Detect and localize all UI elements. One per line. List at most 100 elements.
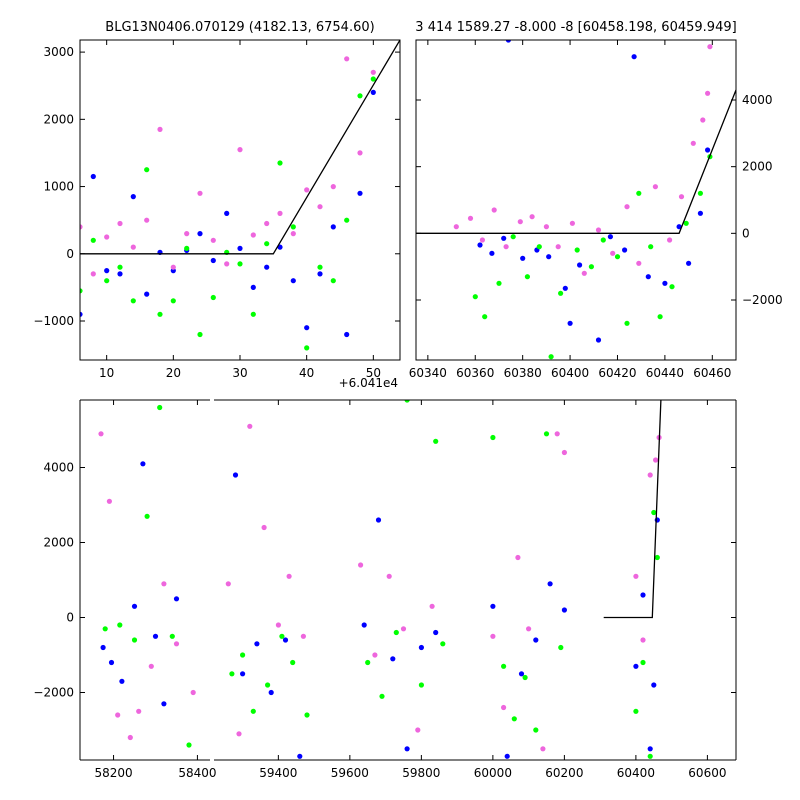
data-point	[250, 311, 256, 317]
data-point	[90, 271, 96, 277]
data-point	[317, 271, 323, 277]
panel-top-right-axes-frame	[415, 39, 737, 361]
data-point	[640, 592, 646, 598]
data-point	[647, 746, 653, 752]
data-point	[210, 294, 216, 301]
data-point	[119, 678, 125, 684]
data-point	[370, 76, 376, 82]
x-tick-label: 60440	[646, 366, 684, 380]
data-point	[429, 603, 435, 609]
data-point	[290, 224, 296, 230]
x-tick-label: 60460	[693, 366, 731, 380]
data-point	[224, 210, 230, 216]
x-tick-label: 59600	[331, 766, 369, 780]
data-point	[697, 190, 704, 196]
data-point	[210, 237, 216, 243]
data-point	[286, 573, 292, 579]
x-tick-label: 60400	[551, 366, 589, 380]
data-point	[607, 234, 614, 240]
x-tick-label: 30	[232, 366, 247, 380]
x-tick-label: 60360	[456, 366, 494, 380]
data-point	[574, 247, 580, 253]
data-point	[237, 261, 243, 267]
data-point	[558, 644, 564, 651]
data-point	[330, 278, 336, 284]
data-point	[588, 264, 595, 270]
data-point	[577, 262, 583, 268]
data-point	[647, 472, 653, 478]
y-tick-label: 2000	[43, 112, 74, 126]
x-tick-label: 60600	[688, 766, 726, 780]
data-point	[472, 294, 478, 300]
data-point	[393, 629, 399, 636]
y-tick-label: −2000	[33, 686, 74, 700]
data-point	[330, 184, 336, 190]
data-point	[130, 194, 136, 200]
data-point	[304, 345, 310, 351]
data-point	[117, 622, 123, 628]
data-point	[567, 320, 573, 326]
data-point	[581, 270, 587, 276]
data-point	[254, 641, 260, 647]
y-tick-label: 2000	[43, 536, 74, 550]
data-point	[80, 288, 83, 294]
data-point	[169, 633, 175, 639]
x-tick-label: 20	[166, 366, 181, 380]
model-line	[416, 89, 736, 234]
panel-top-left-points	[80, 56, 376, 351]
data-point	[375, 517, 382, 523]
data-point	[477, 242, 483, 248]
data-point	[379, 693, 385, 699]
data-point	[561, 449, 568, 456]
data-point	[652, 184, 659, 190]
data-point	[543, 431, 550, 437]
model-line	[80, 40, 400, 255]
data-point	[489, 250, 495, 256]
data-point	[640, 637, 646, 643]
data-point	[624, 320, 630, 326]
data-point	[152, 633, 159, 639]
data-point	[555, 244, 561, 250]
data-point	[130, 244, 136, 250]
x-tick-label: 50	[366, 366, 381, 380]
data-point	[184, 231, 190, 237]
data-point	[651, 509, 657, 516]
data-point	[190, 689, 196, 696]
data-point	[440, 641, 446, 647]
data-point	[173, 641, 180, 647]
data-point	[533, 637, 539, 643]
data-point	[98, 431, 104, 437]
data-point	[678, 194, 685, 200]
data-point	[104, 234, 110, 240]
data-point	[186, 742, 192, 748]
panel-top-right-model-line	[416, 89, 736, 234]
data-point	[418, 644, 424, 651]
data-point	[117, 271, 123, 277]
data-point	[433, 629, 439, 636]
data-point	[404, 400, 410, 403]
data-point	[224, 261, 230, 267]
panel-bottom: 58200 58400 59400 59600 59800 60000 60200 60400…	[33, 399, 737, 780]
data-point	[250, 708, 256, 714]
data-point	[418, 682, 424, 688]
x-tick-label: 60400	[617, 766, 655, 780]
data-point	[543, 224, 550, 230]
data-point	[236, 731, 242, 737]
data-point	[636, 260, 642, 266]
data-point	[261, 524, 267, 531]
data-point	[100, 644, 106, 651]
data-point	[614, 254, 621, 260]
data-point	[511, 716, 517, 722]
panel-top-right-title: 3 414 1589.27 -8.000 -8 [60458.198, 6045…	[415, 20, 736, 35]
data-point	[104, 278, 110, 284]
data-point	[400, 626, 407, 632]
data-point	[127, 734, 133, 741]
data-point	[90, 237, 96, 243]
data-point	[624, 204, 630, 210]
data-point	[640, 659, 646, 666]
data-point	[229, 671, 235, 677]
data-point	[297, 753, 303, 759]
data-point	[247, 423, 253, 429]
x-tick-label: 59400	[259, 766, 297, 780]
data-point	[390, 656, 396, 662]
